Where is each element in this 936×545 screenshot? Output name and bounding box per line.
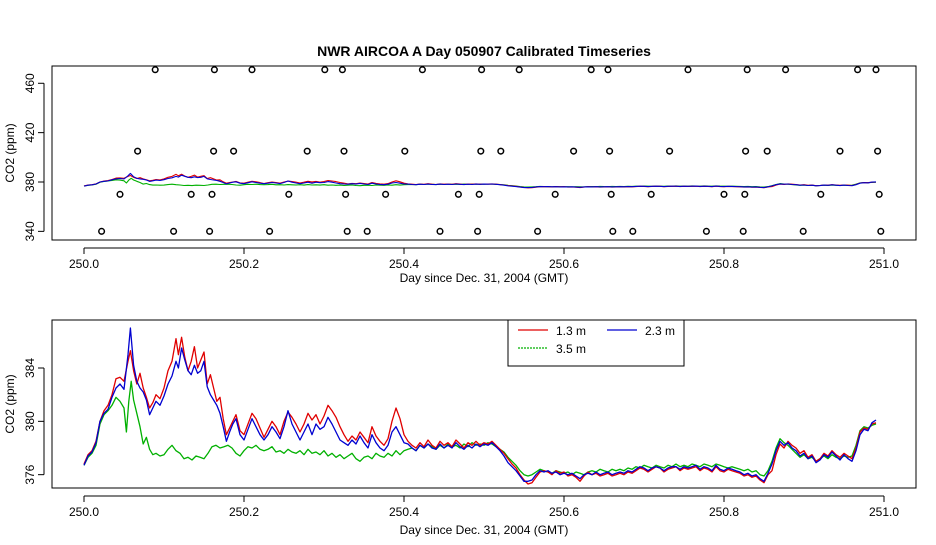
calibration-point <box>401 147 409 155</box>
top-panel: NWR AIRCOA A Day 050907 Calibrated Times… <box>3 43 917 285</box>
bottom-x-axis-label: Day since Dec. 31, 2004 (GMT) <box>400 523 569 537</box>
series-line-2-3-m <box>83 172 877 189</box>
x-tick-label: 250.8 <box>709 505 739 519</box>
bottom-plot-frame <box>51 319 917 489</box>
calibration-point <box>739 227 747 235</box>
y-tick-label: 340 <box>23 221 37 241</box>
calibration-point <box>551 190 559 198</box>
calibration-point <box>187 190 195 198</box>
calibration-point <box>303 147 311 155</box>
calibration-point <box>609 227 617 235</box>
calibration-point <box>454 190 462 198</box>
calibration-point <box>684 66 692 74</box>
y-tick-label: 380 <box>23 172 37 192</box>
calibration-point <box>854 66 862 74</box>
series-line-2-3-m <box>83 327 877 482</box>
x-tick-label: 250.4 <box>389 505 419 519</box>
x-tick-label: 250.0 <box>69 257 99 271</box>
calibration-point <box>474 227 482 235</box>
calibration-point <box>629 227 637 235</box>
calibration-point <box>741 190 749 198</box>
calibration-point <box>206 227 214 235</box>
calibration-point <box>836 147 844 155</box>
x-tick-label: 250.0 <box>69 505 99 519</box>
calibration-point <box>418 66 426 74</box>
top-x-axis-label: Day since Dec. 31, 2004 (GMT) <box>400 271 569 285</box>
calibration-point <box>534 227 542 235</box>
top-y-axis-label: CO2 (ppm) <box>3 123 17 182</box>
calibration-point <box>266 227 274 235</box>
calibration-point <box>607 190 615 198</box>
x-tick-label: 250.2 <box>229 257 259 271</box>
series-line-1-3-m <box>83 336 877 485</box>
calibration-point <box>606 147 614 155</box>
calibration-point <box>666 147 674 155</box>
x-tick-label: 251.0 <box>869 257 899 271</box>
calibration-point <box>874 147 882 155</box>
calibration-point <box>342 190 350 198</box>
calibration-point <box>210 66 218 74</box>
calibration-point <box>363 227 371 235</box>
calibration-point <box>875 190 883 198</box>
calibration-point <box>338 66 346 74</box>
x-tick-label: 250.6 <box>549 505 579 519</box>
calibration-point <box>742 147 750 155</box>
calibration-point <box>743 66 751 74</box>
x-tick-label: 250.2 <box>229 505 259 519</box>
calibration-point <box>436 227 444 235</box>
bottom-panel: 250.0 250.2 250.4 250.6 250.8 251.0 376 380 384… <box>3 319 917 537</box>
calibration-point <box>763 147 771 155</box>
x-tick-label: 250.6 <box>549 257 579 271</box>
y-tick-label: 460 <box>23 73 37 93</box>
legend-box <box>507 319 685 367</box>
calibration-point <box>340 147 348 155</box>
y-tick-label: 376 <box>23 464 37 484</box>
legend: 1.3 m 2.3 m 3.5 m <box>507 319 685 367</box>
y-tick-label: 384 <box>23 358 37 378</box>
x-tick-label: 250.8 <box>709 257 739 271</box>
calibration-point <box>647 190 655 198</box>
bottom-y-axis-label: CO2 (ppm) <box>3 374 17 433</box>
calibration-point <box>782 66 790 74</box>
y-tick-label: 420 <box>23 122 37 142</box>
calibration-point <box>475 190 483 198</box>
calibration-point <box>343 227 351 235</box>
calibration-point <box>170 227 178 235</box>
legend-label-1-3m: 1.3 m <box>556 324 586 338</box>
calibration-point <box>515 66 523 74</box>
calibration-point <box>382 190 390 198</box>
calibration-point <box>321 66 329 74</box>
calibration-point <box>116 190 124 198</box>
calibration-point <box>799 227 807 235</box>
calibration-point <box>208 190 216 198</box>
calibration-point <box>604 66 612 74</box>
calibration-point <box>720 190 728 198</box>
calibration-point <box>497 147 505 155</box>
calibration-point <box>587 66 595 74</box>
calibration-point <box>134 147 142 155</box>
calibration-point <box>817 190 825 198</box>
x-tick-label: 251.0 <box>869 505 899 519</box>
calibration-point <box>702 227 710 235</box>
calibration-point <box>877 227 885 235</box>
calibration-point <box>98 227 106 235</box>
chart-title: NWR AIRCOA A Day 050907 Calibrated Times… <box>317 43 651 59</box>
calibration-point <box>570 147 578 155</box>
calibration-point <box>285 190 293 198</box>
top-plot-frame <box>51 65 917 241</box>
calibration-point <box>248 66 256 74</box>
calibration-point <box>230 147 238 155</box>
calibration-point <box>477 147 485 155</box>
x-tick-label: 250.4 <box>389 257 419 271</box>
legend-label-2-3m: 2.3 m <box>645 324 675 338</box>
legend-label-3-5m: 3.5 m <box>556 342 586 356</box>
y-tick-label: 380 <box>23 411 37 431</box>
calibration-point <box>210 147 218 155</box>
calibration-point <box>478 66 486 74</box>
calibration-point <box>151 66 159 74</box>
calibration-point <box>872 66 880 74</box>
